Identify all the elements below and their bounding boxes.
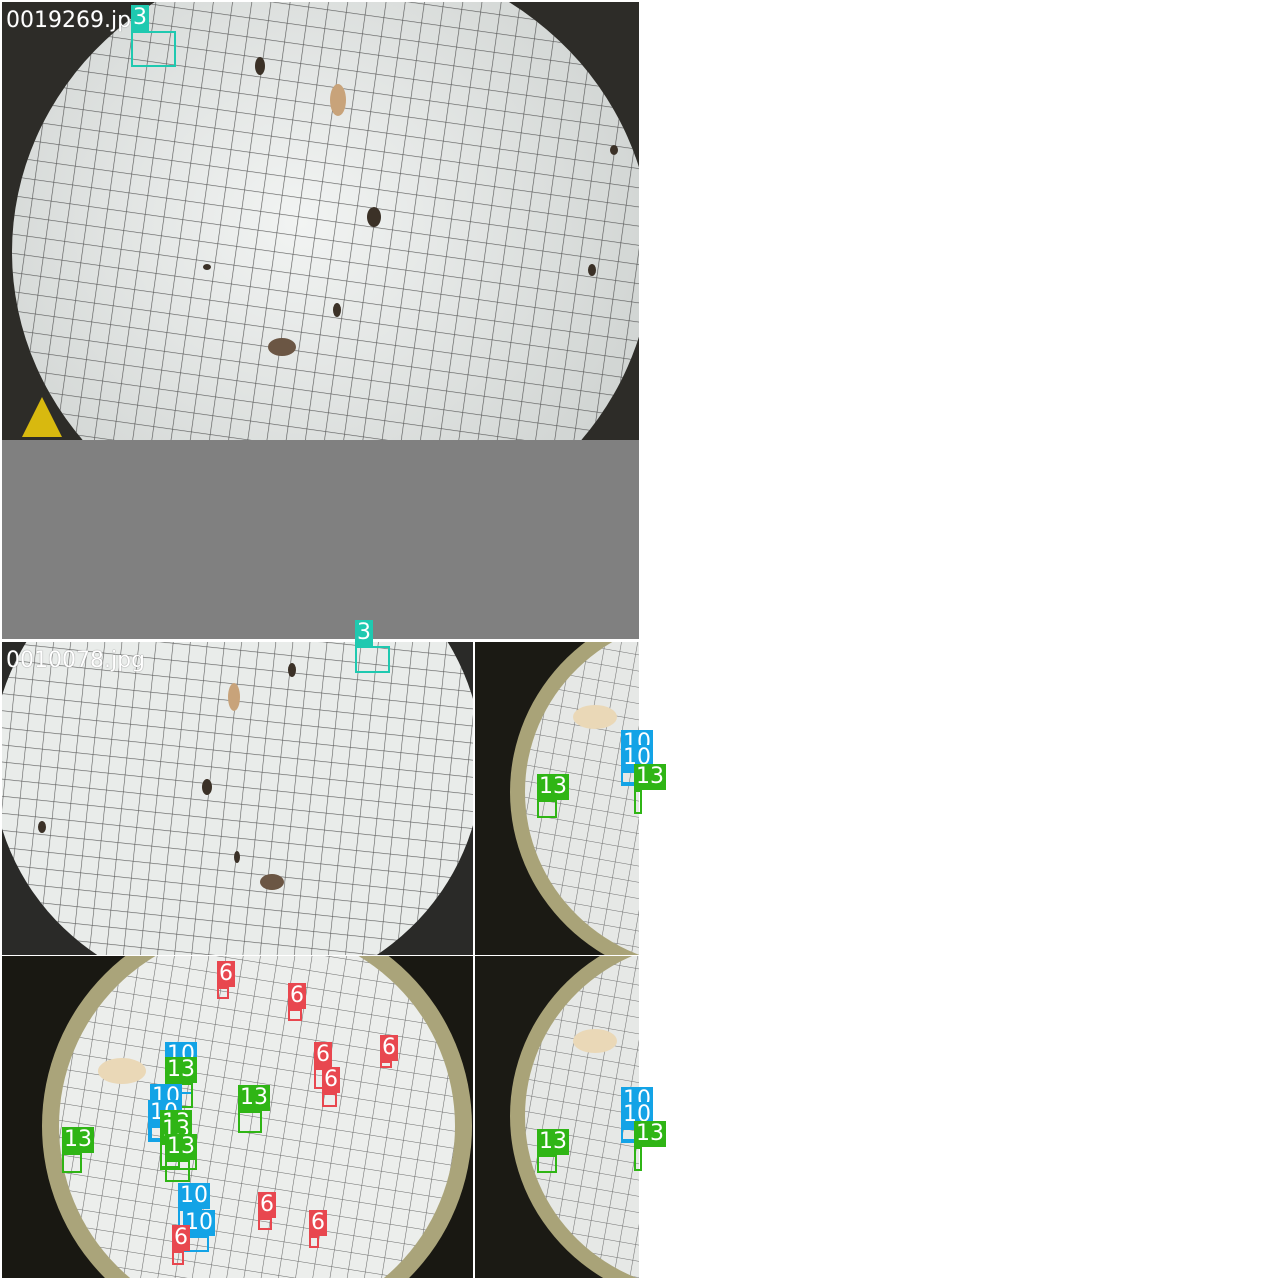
detection-class-label: 13 xyxy=(634,1121,666,1147)
detection-box xyxy=(165,1160,190,1182)
trap-grid-photo xyxy=(2,956,473,1278)
detection-class-label: 3 xyxy=(131,5,149,31)
image-tile-bottom-lower xyxy=(2,956,473,1278)
trap-grid-photo xyxy=(475,642,639,955)
tile-filename: 0010078.jpg xyxy=(6,648,146,673)
detection-class-label: 3 xyxy=(355,620,373,646)
detection-box xyxy=(258,1218,272,1230)
detection-class-label: 10 xyxy=(178,1183,210,1209)
detection-box xyxy=(537,800,557,818)
detection-box xyxy=(238,1111,262,1133)
image-tile-bottom-left: 0010078.jpg xyxy=(2,642,473,955)
detection-class-label: 13 xyxy=(165,1134,197,1160)
image-tile-top: 0019269.jpg xyxy=(2,2,639,440)
detection-box xyxy=(217,987,229,999)
detection-class-label: 6 xyxy=(172,1225,190,1251)
detection-box xyxy=(131,31,176,67)
detection-box xyxy=(380,1061,392,1068)
detection-box xyxy=(309,1236,319,1248)
detection-class-label: 13 xyxy=(634,764,666,790)
detection-class-label: 6 xyxy=(288,983,306,1009)
trap-grid-photo xyxy=(2,642,473,955)
detection-class-label: 6 xyxy=(217,961,235,987)
letterbox-padding xyxy=(2,440,639,639)
image-tile-right-upper xyxy=(475,642,639,955)
detection-class-label: 13 xyxy=(62,1127,94,1153)
detection-box xyxy=(322,1093,337,1107)
detection-class-label: 6 xyxy=(258,1192,276,1218)
image-tile-right-lower xyxy=(475,956,639,1278)
detection-box xyxy=(355,646,390,673)
insect-specks xyxy=(203,57,618,356)
detection-box xyxy=(288,1009,302,1021)
detection-class-label: 13 xyxy=(238,1085,270,1111)
tile-filename: 0019269.jpg xyxy=(6,8,146,33)
detection-box xyxy=(537,1155,557,1173)
detection-box xyxy=(62,1153,82,1173)
detection-box xyxy=(634,790,642,814)
trap-grid-photo xyxy=(2,2,639,440)
detection-box xyxy=(634,1147,642,1171)
detection-class-label: 6 xyxy=(309,1210,327,1236)
detection-class-label: 13 xyxy=(537,1129,569,1155)
detection-class-label: 6 xyxy=(314,1042,332,1068)
detection-box xyxy=(172,1251,184,1265)
detection-class-label: 13 xyxy=(537,774,569,800)
detection-class-label: 13 xyxy=(165,1057,197,1083)
detection-class-label: 6 xyxy=(322,1067,340,1093)
detection-class-label: 6 xyxy=(380,1035,398,1061)
trap-grid-photo xyxy=(475,956,639,1278)
